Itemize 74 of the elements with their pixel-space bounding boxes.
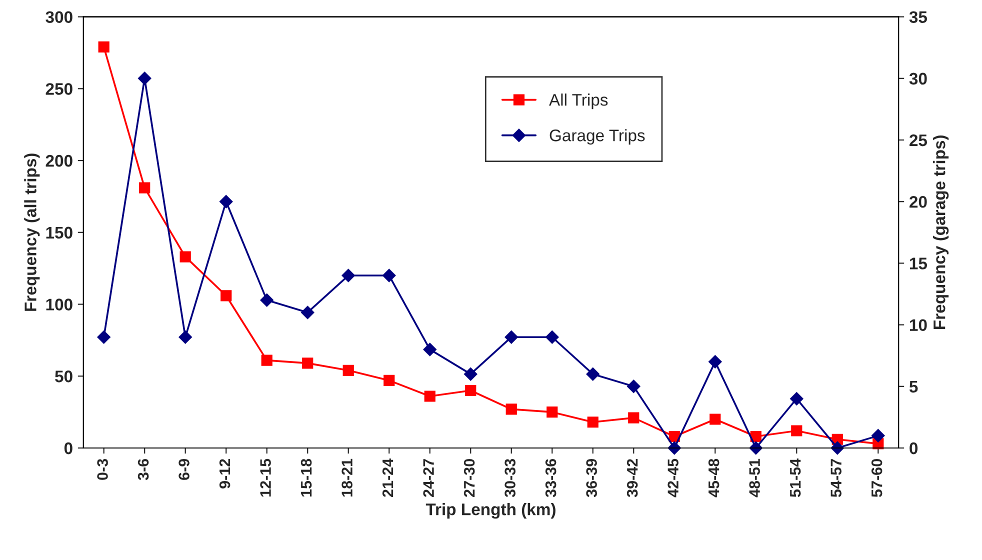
point — [180, 251, 191, 262]
x-tick-label: 18-21 — [342, 458, 352, 497]
y-tick-label: 100 — [46, 298, 72, 310]
x-tick-label: 33-36 — [545, 458, 556, 498]
point — [260, 294, 274, 307]
point — [708, 355, 722, 368]
x-tick-label: 6-9 — [178, 458, 190, 480]
point — [301, 306, 314, 320]
x-tick-label: 15-18 — [300, 458, 312, 497]
point — [424, 390, 436, 402]
y2-axis-title: Frequency (garage trips) — [933, 136, 949, 329]
x-tick-label: 3-6 — [138, 458, 149, 480]
point — [504, 330, 518, 344]
y2-tick-label: 15 — [910, 258, 928, 270]
point — [627, 380, 640, 393]
point — [342, 268, 355, 282]
x-tick-label: 0-3 — [97, 458, 108, 480]
legend-label: Garage Trips — [550, 129, 645, 145]
y-tick-label: 50 — [55, 370, 72, 382]
point — [220, 290, 232, 302]
y2-tick-label: 5 — [909, 380, 918, 393]
x-tick-label: 54-57 — [830, 459, 842, 498]
x-tick-label: 21-24 — [382, 458, 394, 497]
x-tick-label: 30-33 — [504, 458, 516, 498]
point — [791, 425, 802, 436]
point — [668, 441, 681, 455]
point — [465, 384, 476, 396]
point — [98, 41, 110, 53]
x-tick-label: 39-42 — [626, 459, 638, 498]
point — [423, 342, 436, 356]
point — [872, 429, 885, 442]
x-tick-label: 48-51 — [749, 458, 760, 498]
y2-tick-label: 10 — [910, 319, 927, 332]
x-tick-label: 42-45 — [668, 458, 678, 498]
point — [382, 268, 396, 282]
x-axis-title: Trip Length (km) — [426, 503, 556, 519]
point — [342, 364, 354, 376]
point — [139, 182, 150, 194]
point — [790, 392, 804, 406]
point — [587, 416, 598, 428]
y-tick-label: 200 — [46, 154, 72, 167]
y2-tick-label: 35 — [909, 11, 928, 24]
x-tick-label: 12-15 — [260, 458, 271, 497]
point — [546, 330, 559, 344]
y2-tick-label: 0 — [910, 442, 918, 454]
y2-tick-label: 20 — [910, 196, 927, 208]
x-tick-label: 45-48 — [708, 458, 720, 498]
x-tick-label: 27-30 — [464, 459, 475, 497]
y-tick-label: 150 — [46, 226, 72, 239]
point — [506, 404, 517, 415]
point — [97, 330, 110, 344]
x-tick-label: 57-60 — [871, 459, 882, 498]
point — [261, 354, 272, 366]
point — [546, 406, 558, 418]
y-tick-label: 250 — [46, 83, 72, 95]
point — [178, 330, 192, 344]
point — [710, 414, 721, 425]
y-axis-title: Frequency (all trips) — [24, 154, 40, 311]
point — [628, 412, 640, 424]
point — [302, 358, 314, 369]
point — [220, 195, 233, 208]
y2-tick-label: 30 — [909, 72, 927, 85]
y-tick-label: 300 — [46, 11, 72, 24]
point — [586, 367, 600, 381]
point — [138, 72, 152, 85]
y2-tick-label: 25 — [910, 134, 928, 146]
y-tick-label: 0 — [64, 442, 72, 454]
point — [384, 374, 395, 386]
x-tick-label: 24-27 — [423, 459, 434, 497]
legend-label: All Trips — [549, 94, 608, 110]
point — [464, 367, 478, 381]
x-tick-label: 36-39 — [586, 458, 598, 498]
x-tick-label: 51-54 — [790, 458, 801, 498]
x-tick-label: 9-12 — [219, 459, 230, 488]
